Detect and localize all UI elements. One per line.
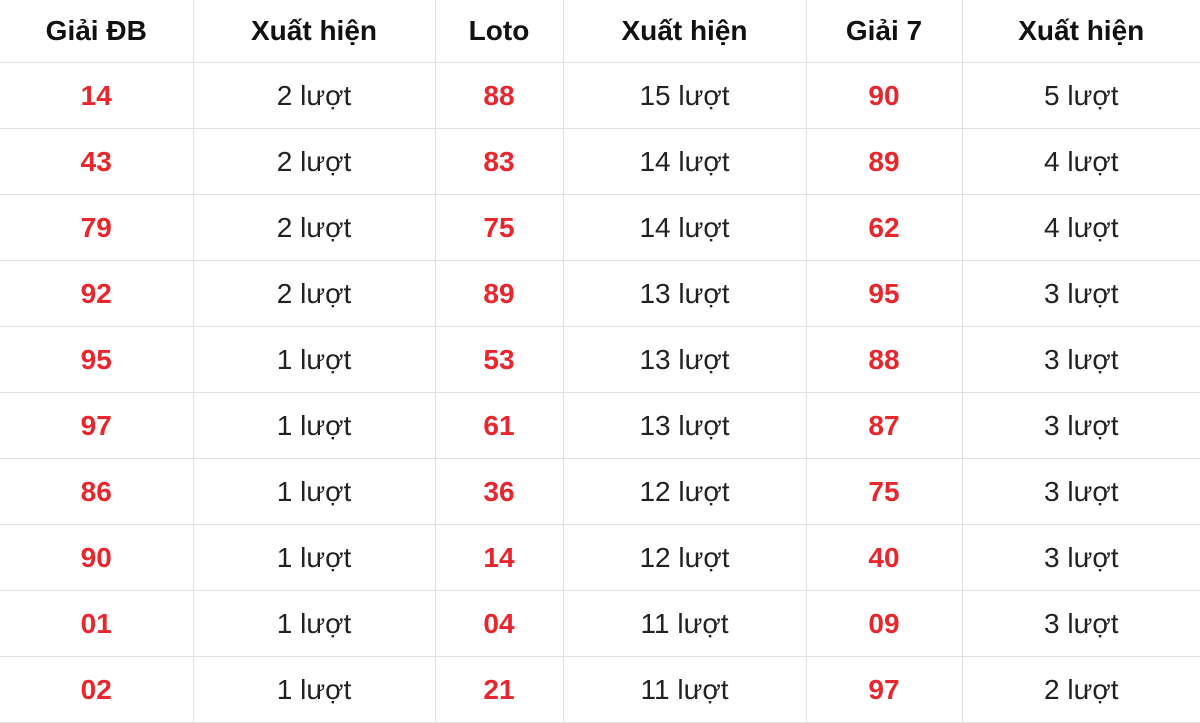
giai-db-count: 1 lượt bbox=[192, 392, 436, 459]
giai-db-count: 1 lượt bbox=[192, 326, 436, 393]
giai-db-count: 1 lượt bbox=[192, 590, 436, 657]
header-xuat-hien-db: Xuất hiện bbox=[192, 0, 436, 63]
table-row: 95 1 lượt 53 13 lượt 88 3 lượt bbox=[0, 326, 1200, 393]
giai-7-number: 75 bbox=[805, 458, 963, 525]
giai-7-count: 3 lượt bbox=[961, 590, 1200, 657]
loto-count: 13 lượt bbox=[562, 326, 807, 393]
loto-count: 12 lượt bbox=[562, 524, 807, 591]
table-row: 97 1 lượt 61 13 lượt 87 3 lượt bbox=[0, 392, 1200, 459]
header-giai-db: Giải ĐB bbox=[0, 0, 194, 63]
table-row: 02 1 lượt 21 11 lượt 97 2 lượt bbox=[0, 656, 1200, 723]
giai-7-number: 88 bbox=[805, 326, 963, 393]
loto-count: 14 lượt bbox=[562, 128, 807, 195]
table-row: 43 2 lượt 83 14 lượt 89 4 lượt bbox=[0, 128, 1200, 195]
giai-7-number: 09 bbox=[805, 590, 963, 657]
loto-number: 75 bbox=[434, 194, 564, 261]
giai-db-count: 1 lượt bbox=[192, 524, 436, 591]
giai-db-number: 79 bbox=[0, 194, 194, 261]
loto-number: 04 bbox=[434, 590, 564, 657]
giai-db-number: 02 bbox=[0, 656, 194, 723]
giai-7-number: 90 bbox=[805, 62, 963, 129]
giai-7-count: 3 lượt bbox=[961, 260, 1200, 327]
giai-db-number: 01 bbox=[0, 590, 194, 657]
table-row: 90 1 lượt 14 12 lượt 40 3 lượt bbox=[0, 524, 1200, 591]
giai-db-number: 92 bbox=[0, 260, 194, 327]
giai-7-number: 97 bbox=[805, 656, 963, 723]
giai-7-number: 89 bbox=[805, 128, 963, 195]
giai-db-number: 14 bbox=[0, 62, 194, 129]
loto-count: 14 lượt bbox=[562, 194, 807, 261]
loto-count: 13 lượt bbox=[562, 392, 807, 459]
giai-7-number: 95 bbox=[805, 260, 963, 327]
loto-count: 12 lượt bbox=[562, 458, 807, 525]
giai-db-number: 43 bbox=[0, 128, 194, 195]
giai-db-count: 1 lượt bbox=[192, 656, 436, 723]
table-row: 01 1 lượt 04 11 lượt 09 3 lượt bbox=[0, 590, 1200, 657]
header-row: Giải ĐB Xuất hiện Loto Xuất hiện Giải 7 … bbox=[0, 0, 1200, 63]
loto-count: 13 lượt bbox=[562, 260, 807, 327]
table-row: 86 1 lượt 36 12 lượt 75 3 lượt bbox=[0, 458, 1200, 525]
giai-7-count: 3 lượt bbox=[961, 524, 1200, 591]
header-loto: Loto bbox=[434, 0, 564, 63]
giai-7-count: 3 lượt bbox=[961, 458, 1200, 525]
giai-db-number: 90 bbox=[0, 524, 194, 591]
giai-db-number: 97 bbox=[0, 392, 194, 459]
giai-db-number: 86 bbox=[0, 458, 194, 525]
loto-number: 88 bbox=[434, 62, 564, 129]
giai-7-number: 40 bbox=[805, 524, 963, 591]
loto-count: 11 lượt bbox=[562, 590, 807, 657]
loto-count: 15 lượt bbox=[562, 62, 807, 129]
giai-7-count: 5 lượt bbox=[961, 62, 1200, 129]
loto-number: 14 bbox=[434, 524, 564, 591]
giai-7-count: 2 lượt bbox=[961, 656, 1200, 723]
giai-db-number: 95 bbox=[0, 326, 194, 393]
giai-7-number: 87 bbox=[805, 392, 963, 459]
giai-7-count: 3 lượt bbox=[961, 326, 1200, 393]
loto-number: 61 bbox=[434, 392, 564, 459]
header-xuat-hien-g7: Xuất hiện bbox=[961, 0, 1200, 63]
header-giai-7: Giải 7 bbox=[805, 0, 963, 63]
giai-7-count: 4 lượt bbox=[961, 128, 1200, 195]
table-row: 79 2 lượt 75 14 lượt 62 4 lượt bbox=[0, 194, 1200, 261]
loto-count: 11 lượt bbox=[562, 656, 807, 723]
giai-7-number: 62 bbox=[805, 194, 963, 261]
giai-db-count: 2 lượt bbox=[192, 194, 436, 261]
loto-number: 36 bbox=[434, 458, 564, 525]
giai-db-count: 2 lượt bbox=[192, 260, 436, 327]
table-row: 14 2 lượt 88 15 lượt 90 5 lượt bbox=[0, 62, 1200, 129]
giai-db-count: 1 lượt bbox=[192, 458, 436, 525]
giai-7-count: 4 lượt bbox=[961, 194, 1200, 261]
loto-number: 83 bbox=[434, 128, 564, 195]
loto-number: 89 bbox=[434, 260, 564, 327]
giai-db-count: 2 lượt bbox=[192, 62, 436, 129]
loto-number: 53 bbox=[434, 326, 564, 393]
giai-db-count: 2 lượt bbox=[192, 128, 436, 195]
table-row: 92 2 lượt 89 13 lượt 95 3 lượt bbox=[0, 260, 1200, 327]
loto-number: 21 bbox=[434, 656, 564, 723]
giai-7-count: 3 lượt bbox=[961, 392, 1200, 459]
header-xuat-hien-loto: Xuất hiện bbox=[562, 0, 807, 63]
